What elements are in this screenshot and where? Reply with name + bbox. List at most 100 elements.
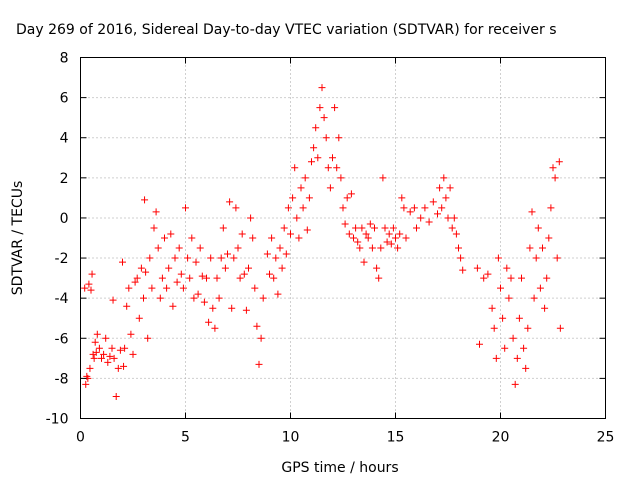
data-point	[303, 226, 311, 234]
data-point	[293, 214, 301, 222]
grid	[80, 57, 606, 419]
data-point	[142, 268, 150, 276]
y-tick-label: -4	[55, 291, 69, 307]
data-point	[339, 204, 347, 212]
data-point	[282, 250, 290, 258]
data-point	[120, 362, 128, 370]
data-point	[320, 114, 328, 122]
data-point	[553, 254, 561, 262]
data-point	[257, 334, 265, 342]
data-point	[182, 204, 189, 212]
data-point	[221, 264, 229, 272]
data-point	[396, 230, 404, 238]
data-point	[402, 234, 410, 242]
data-point	[192, 258, 200, 266]
x-tick-label: 10	[282, 430, 300, 446]
x-tick-label: 5	[181, 430, 190, 446]
data-point	[551, 174, 559, 182]
y-tick-label: -2	[55, 251, 69, 267]
data-point	[520, 344, 528, 352]
data-point	[266, 270, 273, 278]
data-point	[98, 354, 105, 362]
data-point	[545, 234, 553, 242]
data-point	[371, 224, 378, 232]
data-point	[133, 274, 141, 282]
data-point	[171, 254, 179, 262]
data-point	[322, 134, 330, 142]
data-point	[123, 302, 131, 310]
data-point	[167, 230, 175, 238]
data-point	[240, 270, 248, 278]
data-point	[377, 244, 385, 252]
x-tick-label: 25	[597, 430, 615, 446]
data-point	[347, 190, 355, 198]
data-point	[358, 224, 366, 232]
data-point	[513, 354, 521, 362]
data-point	[150, 224, 158, 232]
data-point	[398, 194, 406, 202]
data-point	[490, 324, 498, 332]
data-point	[158, 274, 166, 282]
data-point	[211, 324, 219, 332]
data-point	[556, 324, 564, 332]
data-point	[127, 330, 135, 338]
data-point	[444, 214, 452, 222]
data-point	[144, 334, 152, 342]
data-point	[280, 224, 288, 232]
data-point	[184, 254, 192, 262]
data-point	[329, 154, 336, 162]
data-point	[526, 244, 534, 252]
data-point	[350, 234, 357, 242]
data-point	[379, 174, 387, 182]
data-point	[421, 204, 429, 212]
data-point	[299, 204, 307, 212]
data-point	[543, 274, 551, 282]
data-point	[373, 264, 381, 272]
data-point	[91, 338, 99, 346]
data-point	[362, 230, 370, 238]
data-point	[326, 184, 334, 192]
y-tick-label: 8	[60, 51, 69, 67]
data-point	[429, 198, 437, 206]
data-point	[230, 254, 238, 262]
data-point	[205, 318, 213, 326]
data-point	[251, 284, 259, 292]
data-point	[547, 204, 555, 212]
data-point	[305, 194, 313, 202]
data-point	[287, 230, 294, 238]
data-point	[226, 198, 234, 206]
y-tick-label: 4	[60, 131, 69, 147]
data-point	[383, 238, 391, 246]
data-point	[484, 270, 492, 278]
y-axis-title: SDTVAR / TECUs	[10, 181, 26, 296]
data-point	[394, 244, 402, 252]
data-point	[175, 244, 183, 252]
data-point	[119, 258, 126, 266]
data-point	[228, 304, 236, 312]
data-point	[173, 278, 181, 286]
data-point	[272, 254, 280, 262]
data-point	[501, 344, 509, 352]
data-point	[154, 244, 162, 252]
data-point	[312, 124, 320, 132]
x-tick-label: 0	[76, 430, 85, 446]
data-point	[125, 284, 133, 292]
data-point	[146, 254, 154, 262]
y-axis: -10 -8 -6 -4 -2 0 2 4 6 8	[46, 51, 606, 428]
data-point	[263, 250, 271, 258]
data-point	[110, 354, 118, 362]
data-point	[140, 294, 147, 302]
data-point	[425, 218, 433, 226]
data-point	[156, 294, 164, 302]
data-point	[141, 196, 149, 204]
data-point	[392, 234, 399, 242]
data-point	[360, 258, 368, 266]
data-point	[318, 84, 326, 92]
data-point	[297, 184, 305, 192]
data-point	[511, 380, 519, 388]
data-point	[255, 360, 263, 368]
data-point	[364, 234, 372, 242]
chart-title: Day 269 of 2016, Sidereal Day-to-day VTE…	[16, 22, 557, 38]
y-tick-label: 6	[60, 91, 69, 107]
data-point	[207, 254, 215, 262]
